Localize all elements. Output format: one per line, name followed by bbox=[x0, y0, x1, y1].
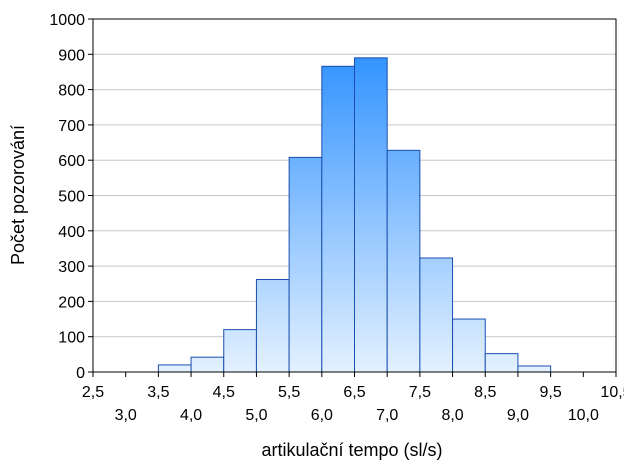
histogram-bar bbox=[484, 353, 519, 373]
x-tick-label: 10,0 bbox=[568, 407, 599, 424]
y-tick-label: 900 bbox=[58, 47, 85, 64]
x-tick-label: 7,5 bbox=[409, 384, 431, 401]
y-tick-labels: 0 100 200 300 400 500 600 700 800 900 1000 bbox=[49, 12, 85, 382]
histogram-bar bbox=[419, 257, 454, 373]
y-tick-label: 500 bbox=[58, 189, 85, 206]
y-axis-label: Počet pozorování bbox=[8, 125, 28, 265]
y-tick-label: 700 bbox=[58, 118, 85, 135]
histogram-bar bbox=[354, 57, 388, 373]
histogram-bar bbox=[321, 65, 355, 373]
y-tick-label: 100 bbox=[58, 330, 85, 347]
x-tick-label: 2,5 bbox=[82, 384, 104, 401]
x-tick-label: 8,5 bbox=[474, 384, 496, 401]
x-tick-label: 3,5 bbox=[147, 384, 169, 401]
y-tick-label: 600 bbox=[58, 153, 85, 170]
y-tick-label: 400 bbox=[58, 224, 85, 241]
axes bbox=[88, 18, 617, 377]
x-axis-label: artikulační tempo (sl/s) bbox=[261, 440, 442, 460]
x-tick-label: 9,0 bbox=[507, 407, 529, 424]
x-tick-label: 5,0 bbox=[245, 407, 267, 424]
bars bbox=[157, 57, 552, 373]
y-tick-label: 800 bbox=[58, 83, 85, 100]
y-tick-label: 1000 bbox=[49, 12, 85, 29]
x-tick-label: 5,5 bbox=[278, 384, 300, 401]
histogram-bar bbox=[288, 156, 323, 373]
x-tick-label: 3,0 bbox=[115, 407, 137, 424]
x-tick-label: 10,5 bbox=[600, 384, 624, 401]
histogram-bar bbox=[517, 365, 552, 373]
histogram-bar bbox=[157, 364, 192, 373]
histogram-bar bbox=[255, 279, 290, 373]
x-tick-label: 8,0 bbox=[441, 407, 463, 424]
x-tick-label: 7,0 bbox=[376, 407, 398, 424]
histogram-bar bbox=[223, 329, 257, 373]
x-tick-label: 4,5 bbox=[213, 384, 235, 401]
x-tick-labels: 2,5 3,5 4,5 5,5 6,5 7,5 8,5 9,5 10,5 3,0 4,0 5,0 6,0… bbox=[82, 384, 624, 424]
x-tick-label: 9,5 bbox=[540, 384, 562, 401]
x-tick-label: 6,0 bbox=[311, 407, 333, 424]
histogram-bar bbox=[190, 356, 225, 373]
histogram-bar bbox=[452, 318, 486, 373]
x-tick-label: 6,5 bbox=[343, 384, 365, 401]
y-tick-label: 300 bbox=[58, 259, 85, 276]
y-tick-label: 0 bbox=[76, 365, 85, 382]
x-tick-label: 4,0 bbox=[180, 407, 202, 424]
y-tick-label: 200 bbox=[58, 294, 85, 311]
histogram-bar bbox=[386, 149, 421, 373]
